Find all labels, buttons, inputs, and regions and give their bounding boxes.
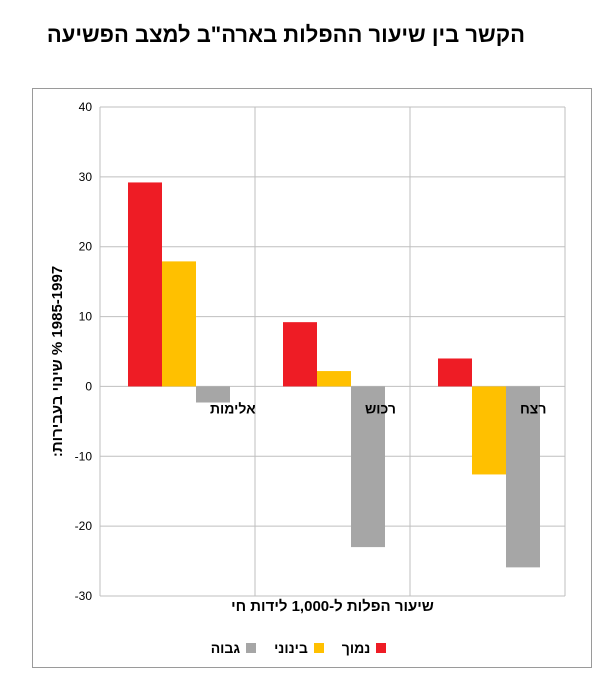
bars [128, 182, 540, 568]
legend-item: גבוה [210, 640, 257, 656]
legend-label: גבוה [210, 640, 241, 656]
bar [128, 182, 162, 387]
y-tick-label: -30 [75, 589, 93, 603]
bar [472, 386, 506, 475]
category-label: רכוש [365, 400, 396, 416]
y-tick-label: 10 [79, 310, 93, 324]
y-tick-label: 40 [79, 100, 93, 114]
category-label: רצח [520, 400, 546, 416]
bar [162, 261, 196, 387]
legend-label: נמוך [341, 640, 371, 656]
y-tick-label: -20 [75, 519, 93, 533]
y-tick-label: -10 [75, 449, 93, 463]
bar [438, 358, 472, 387]
legend-item: בינוני [274, 640, 324, 656]
y-axis-title: 1985-1997 % שינוי בעבירות: [49, 266, 66, 457]
bar [317, 371, 351, 387]
bar [196, 386, 230, 403]
legend-swatch [246, 643, 257, 653]
x-axis-title: שיעור הפלות ל-1,000 לידות חי [231, 598, 434, 615]
category-label: אלימות [210, 400, 256, 416]
legend-label: בינוני [274, 640, 308, 656]
legend-item: נמוך [342, 640, 387, 656]
legend-swatch [376, 643, 387, 653]
y-tick-label: 0 [85, 379, 92, 393]
legend: נמוך בינוני גבוה [0, 640, 597, 656]
bar [283, 322, 317, 387]
chart-frame [32, 88, 592, 668]
y-tick-labels: -30 -20 -10 0 10 20 30 40 [75, 100, 93, 603]
gridlines [99, 106, 566, 597]
chart-title: הקשר בין שיעור ההפלות בארה"ב למצב הפשיעה [46, 22, 525, 47]
bar [506, 386, 540, 568]
bar [351, 386, 385, 548]
y-tick-label: 30 [79, 170, 93, 184]
category-labels: אלימות רכוש רצח [210, 400, 546, 416]
y-tick-label: 20 [79, 240, 93, 254]
legend-swatch [313, 643, 324, 653]
